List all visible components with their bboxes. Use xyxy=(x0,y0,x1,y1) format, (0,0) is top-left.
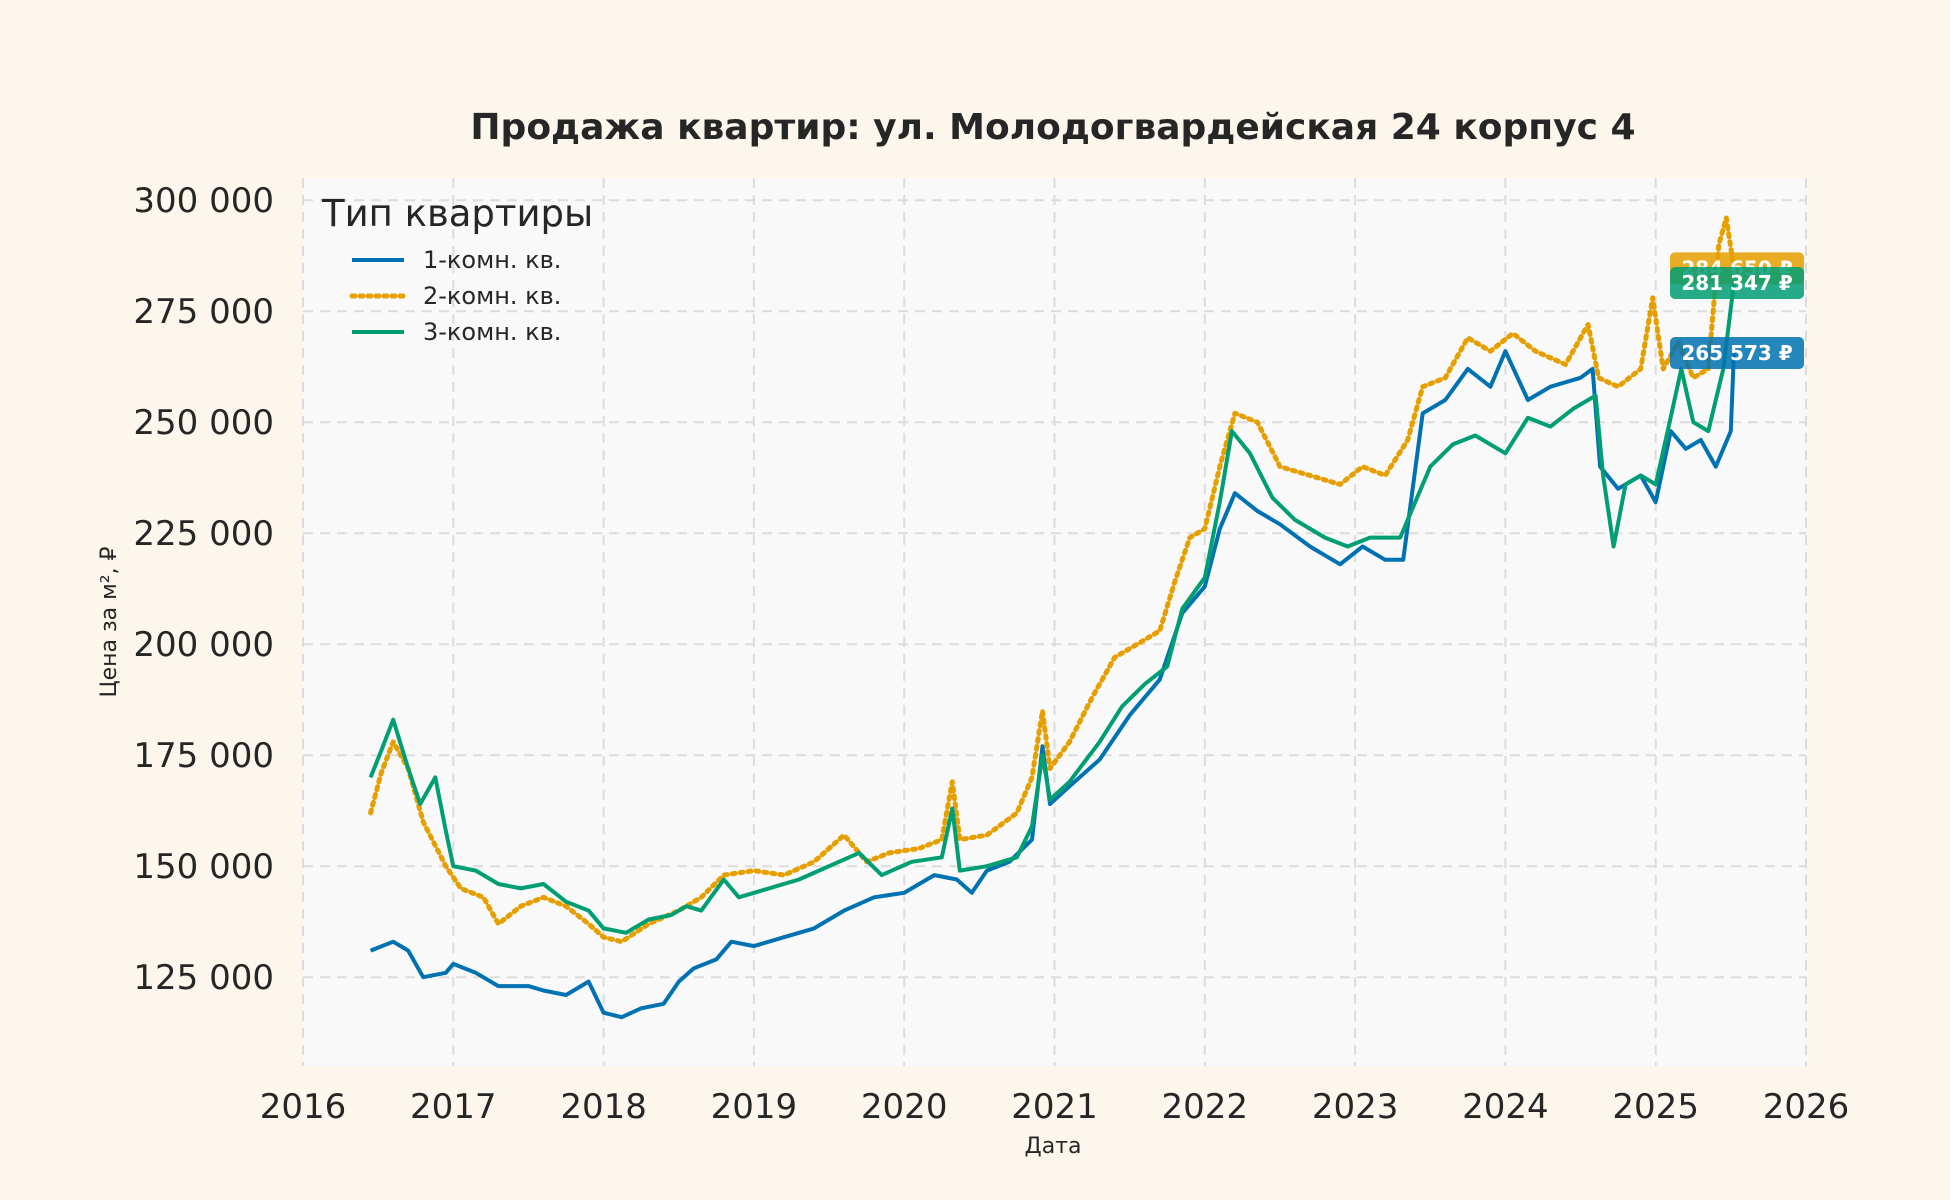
legend-title: Тип квартиры xyxy=(321,192,593,235)
x-tick-label: 2024 xyxy=(1462,1087,1549,1127)
x-tick-label: 2020 xyxy=(861,1087,948,1127)
y-tick-label: 175 000 xyxy=(133,736,274,776)
series-line-3 xyxy=(368,282,1736,935)
y-tick-label: 275 000 xyxy=(133,292,274,332)
x-tick-label: 2016 xyxy=(260,1087,347,1127)
x-tick-label: 2025 xyxy=(1612,1087,1699,1127)
end-label-box xyxy=(1670,337,1804,370)
series-line-2 xyxy=(368,215,1737,945)
end-label-3: 281 347 ₽ xyxy=(1670,267,1804,300)
x-tick-label: 2019 xyxy=(711,1087,798,1127)
y-tick-label: 150 000 xyxy=(133,847,274,887)
series-line-1 xyxy=(369,349,1736,1020)
legend-item-label: 2-комн. кв. xyxy=(423,282,561,310)
chart-title: Продажа квартир: ул. Молодогвардейская 2… xyxy=(470,107,1635,148)
y-axis-ticks: 125 000 150 000 175 000 200 000 225 000 250 0… xyxy=(133,181,274,998)
legend-item-label: 1-комн. кв. xyxy=(423,246,561,274)
x-axis-ticks: 2016 2017 2018 2019 2020 2021 2022 2023 2024 2025… xyxy=(260,1087,1850,1127)
end-label-text: 265 573 ₽ xyxy=(1681,341,1792,365)
y-tick-label: 300 000 xyxy=(133,181,274,221)
end-label-1: 265 573 ₽ xyxy=(1670,337,1804,370)
x-tick-label: 2023 xyxy=(1312,1087,1399,1127)
x-tick-label: 2026 xyxy=(1763,1087,1850,1127)
end-labels: 284 650 ₽281 347 ₽265 573 ₽ xyxy=(1670,252,1804,370)
y-tick-label: 200 000 xyxy=(133,625,274,665)
y-tick-label: 250 000 xyxy=(133,403,274,443)
end-label-box xyxy=(1670,267,1804,300)
x-tick-label: 2017 xyxy=(410,1087,497,1127)
grid-lines xyxy=(302,178,1807,1066)
x-axis-label: Дата xyxy=(1025,1134,1082,1159)
x-tick-label: 2021 xyxy=(1011,1087,1098,1127)
x-tick-label: 2018 xyxy=(560,1087,647,1127)
series-lines xyxy=(368,215,1737,1020)
end-label-text: 281 347 ₽ xyxy=(1681,271,1792,295)
y-axis-label: Цена за м², ₽ xyxy=(97,546,122,697)
legend-item-label: 3-комн. кв. xyxy=(423,318,561,346)
y-tick-label: 125 000 xyxy=(133,958,274,998)
legend: Тип квартиры 1-комн. кв. 2-комн. кв. 3-ком… xyxy=(321,192,593,346)
x-tick-label: 2022 xyxy=(1162,1087,1249,1127)
y-tick-label: 225 000 xyxy=(133,514,274,554)
